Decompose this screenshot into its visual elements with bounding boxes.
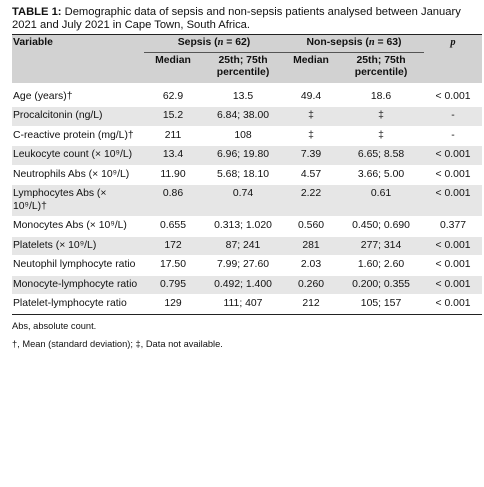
table-row: Platelet-lymphocyte ratio 129 111; 407 212 1… <box>12 294 483 315</box>
p-value-cell: - <box>424 126 483 146</box>
header-nonsepsis-percentile: 25th; 75th percentile) <box>338 52 425 83</box>
header-sepsis-group: Sepsis (n = 62) <box>144 34 285 53</box>
sepsis-median-cell: 0.86 <box>144 184 202 217</box>
p-value-cell: - <box>424 106 483 127</box>
p-value-cell: 0.377 <box>424 216 483 237</box>
nonsepsis-median-cell: 2.03 <box>284 255 339 276</box>
nonsepsis-median-cell: 212 <box>284 294 339 315</box>
row-label: Age (years)† <box>12 87 144 107</box>
sepsis-median-cell: 62.9 <box>144 87 202 107</box>
row-label: Monocytes Abs (× 10⁹/L) <box>12 216 144 237</box>
nonsepsis-median-cell: 0.560 <box>284 216 339 237</box>
sepsis-median-cell: 13.4 <box>144 145 202 166</box>
p-value-cell: < 0.001 <box>424 294 483 315</box>
sepsis-median-cell: 0.795 <box>144 275 202 295</box>
table-row: Leukocyte count (× 10⁹/L) 13.4 6.96; 19.80… <box>12 145 483 166</box>
sepsis-percentile-cell: 6.96; 19.80 <box>202 145 285 166</box>
row-label: Platelets (× 10⁹/L) <box>12 236 144 256</box>
row-label: Leukocyte count (× 10⁹/L) <box>12 145 144 166</box>
nonsepsis-median-cell: 0.260 <box>284 275 339 295</box>
sepsis-percentile-cell: 6.84; 38.00 <box>202 106 285 127</box>
table-caption-text: Demographic data of sepsis and non-sepsi… <box>12 6 461 31</box>
sepsis-median-cell: 211 <box>144 126 202 146</box>
demographic-table: Variable Sepsis (n = 62) Non-sepsis (n =… <box>12 34 483 315</box>
header-sepsis-percentile: 25th; 75th percentile) <box>202 52 285 83</box>
table-footnotes: Abs, absolute count. †, Mean (standard d… <box>12 320 480 350</box>
p-value-cell: < 0.001 <box>424 145 483 166</box>
nonsepsis-percentile-cell: ‡ <box>338 126 425 146</box>
header-nonsepsis-median: Median <box>284 52 339 83</box>
sepsis-percentile-cell: 5.68; 18.10 <box>202 165 285 185</box>
nonsepsis-median-cell: ‡ <box>284 106 339 127</box>
table-row: Monocytes Abs (× 10⁹/L) 0.655 0.313; 1.020… <box>12 216 483 237</box>
sepsis-percentile-cell: 13.5 <box>202 87 285 107</box>
row-label: Monocyte-lymphocyte ratio <box>12 275 144 295</box>
nonsepsis-percentile-cell: 277; 314 <box>338 236 425 256</box>
header-sepsis-median: Median <box>144 52 202 83</box>
table-row: Neutrophils Abs (× 10⁹/L) 11.90 5.68; 18.1… <box>12 165 483 185</box>
header-p: p <box>424 34 483 52</box>
nonsepsis-median-cell: ‡ <box>284 126 339 146</box>
sepsis-median-cell: 0.655 <box>144 216 202 237</box>
table-row: C-reactive protein (mg/L)† 211 108 ‡ ‡ - <box>12 126 483 146</box>
sepsis-median-cell: 129 <box>144 294 202 315</box>
nonsepsis-percentile-cell: 0.200; 0.355 <box>338 275 425 295</box>
header-variable: Variable <box>12 34 144 52</box>
nonsepsis-median-cell: 4.57 <box>284 165 339 185</box>
sepsis-percentile-cell: 7.99; 27.60 <box>202 255 285 276</box>
nonsepsis-percentile-cell: 1.60; 2.60 <box>338 255 425 276</box>
row-label: Procalcitonin (ng/L) <box>12 106 144 127</box>
p-value-cell: < 0.001 <box>424 275 483 295</box>
table-row: Neutophil lymphocyte ratio 17.50 7.99; 27.… <box>12 255 483 276</box>
nonsepsis-median-cell: 49.4 <box>284 87 339 107</box>
sepsis-percentile-cell: 108 <box>202 126 285 146</box>
table-row: Lymphocytes Abs (× 10⁹/L)† 0.86 0.74 2.22 0.… <box>12 184 483 217</box>
nonsepsis-median-cell: 281 <box>284 236 339 256</box>
row-label: Lymphocytes Abs (× 10⁹/L)† <box>12 184 144 217</box>
header-row-stats: Median 25th; 75th percentile) Median 25t… <box>12 52 483 83</box>
nonsepsis-percentile-cell: 3.66; 5.00 <box>338 165 425 185</box>
sepsis-percentile-cell: 0.492; 1.400 <box>202 275 285 295</box>
nonsepsis-median-cell: 7.39 <box>284 145 339 166</box>
header-row-groups: Variable Sepsis (n = 62) Non-sepsis (n =… <box>12 34 483 53</box>
nonsepsis-percentile-cell: 105; 157 <box>338 294 425 315</box>
sepsis-percentile-cell: 0.313; 1.020 <box>202 216 285 237</box>
sepsis-median-cell: 172 <box>144 236 202 256</box>
table-row: Procalcitonin (ng/L) 15.2 6.84; 38.00 ‡ ‡ - <box>12 106 483 127</box>
p-value-cell: < 0.001 <box>424 236 483 256</box>
p-value-cell: < 0.001 <box>424 184 483 217</box>
table-caption: TABLE 1: Demographic data of sepsis and … <box>12 6 480 32</box>
row-label: C-reactive protein (mg/L)† <box>12 126 144 146</box>
table-row: Monocyte-lymphocyte ratio 0.795 0.492; 1.4… <box>12 275 483 295</box>
footnote-symbols: †, Mean (standard deviation); ‡, Data no… <box>12 338 223 349</box>
sepsis-median-cell: 17.50 <box>144 255 202 276</box>
nonsepsis-percentile-cell: 0.450; 0.690 <box>338 216 425 237</box>
sepsis-percentile-cell: 0.74 <box>202 184 285 217</box>
table-caption-label: TABLE 1: <box>12 6 62 18</box>
nonsepsis-percentile-cell: ‡ <box>338 106 425 127</box>
p-value-cell: < 0.001 <box>424 165 483 185</box>
table-body: Age (years)† 62.9 13.5 49.4 18.6 < 0.001 Proca… <box>12 87 483 315</box>
header-blank-p <box>424 52 483 83</box>
p-value-cell: < 0.001 <box>424 255 483 276</box>
table-row: Age (years)† 62.9 13.5 49.4 18.6 < 0.001 <box>12 87 483 107</box>
table-row: Platelets (× 10⁹/L) 172 87; 241 281 277; 314… <box>12 236 483 256</box>
row-label: Platelet-lymphocyte ratio <box>12 294 144 315</box>
row-label: Neutrophils Abs (× 10⁹/L) <box>12 165 144 185</box>
header-nonsepsis-group: Non-sepsis (n = 63) <box>284 34 425 53</box>
row-label: Neutophil lymphocyte ratio <box>12 255 144 276</box>
p-value-cell: < 0.001 <box>424 87 483 107</box>
sepsis-median-cell: 15.2 <box>144 106 202 127</box>
sepsis-percentile-cell: 87; 241 <box>202 236 285 256</box>
nonsepsis-percentile-cell: 0.61 <box>338 184 425 217</box>
header-blank <box>12 52 144 83</box>
nonsepsis-percentile-cell: 6.65; 8.58 <box>338 145 425 166</box>
sepsis-percentile-cell: 111; 407 <box>202 294 285 315</box>
nonsepsis-median-cell: 2.22 <box>284 184 339 217</box>
sepsis-median-cell: 11.90 <box>144 165 202 185</box>
nonsepsis-percentile-cell: 18.6 <box>338 87 425 107</box>
footnote-abs: Abs, absolute count. <box>12 320 97 331</box>
